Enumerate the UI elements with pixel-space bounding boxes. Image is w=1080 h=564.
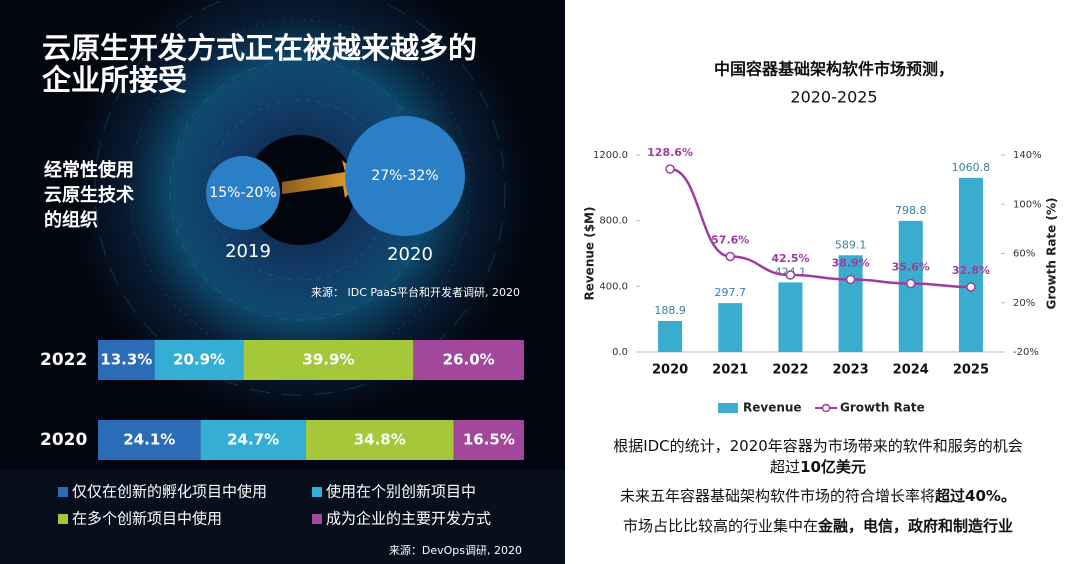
x-tick-label: 2022 bbox=[772, 363, 808, 378]
legend-swatch bbox=[312, 487, 322, 497]
bubble bbox=[206, 156, 280, 230]
line-value-label: 38.9% bbox=[831, 256, 869, 269]
legend-label: 使用在个别创新项目中 bbox=[326, 483, 476, 501]
y-axis-label: Revenue ($M) bbox=[583, 206, 597, 300]
legend-label: 在多个创新项目中使用 bbox=[72, 510, 222, 528]
y-tick-label: 1200.0 bbox=[593, 150, 628, 161]
bar-segment bbox=[453, 420, 524, 460]
bar-segment bbox=[305, 420, 454, 460]
x-tick-label: 2021 bbox=[712, 363, 748, 378]
bubble-label: 27%-32% bbox=[371, 168, 438, 184]
line-point bbox=[906, 278, 916, 289]
subtitle: 经常性使用 bbox=[44, 159, 134, 181]
legend-label: 成为企业的主要开发方式 bbox=[326, 510, 491, 528]
arrow bbox=[282, 160, 362, 198]
bar-segment bbox=[98, 420, 201, 460]
bar-value-label: 798.8 bbox=[895, 204, 927, 217]
note-line: 未来五年容器基础架构软件市场的符合增长率将超过40%。 bbox=[620, 487, 1016, 505]
note-segment: 10亿美元 bbox=[800, 458, 866, 476]
row-label: 2022 bbox=[40, 350, 87, 370]
line-point bbox=[966, 282, 976, 292]
line-value-label: 32.8% bbox=[952, 264, 990, 277]
x-tick-label: 2025 bbox=[953, 363, 989, 378]
note-segment: 根据IDC的统计，2020年容器为市场带来的软件和服务的机会 bbox=[613, 437, 1023, 455]
bar-value-label: 188.9 bbox=[654, 304, 686, 317]
bar bbox=[838, 255, 863, 352]
y-tick-label: 400.0 bbox=[599, 281, 628, 292]
value-label: 39.9% bbox=[302, 351, 354, 369]
chart-title: 中国容器基础架构软件市场预测， bbox=[714, 60, 954, 79]
bar-segment bbox=[98, 340, 155, 380]
legend-label: Revenue bbox=[743, 401, 802, 415]
value-label: 16.5% bbox=[463, 431, 515, 449]
subtitle: 云原生技术 bbox=[44, 184, 134, 206]
bubble-label: 15%-20% bbox=[209, 185, 276, 201]
note-segment: 未来五年容器基础架构软件市场的符合增长率将 bbox=[620, 487, 935, 505]
value-label: 26.0% bbox=[443, 351, 495, 369]
source: 来源：DevOps调研, 2020 bbox=[389, 543, 522, 557]
x-tick-label: 2024 bbox=[893, 363, 929, 378]
line-point bbox=[845, 274, 856, 285]
bar-value-label: 1060.8 bbox=[952, 161, 991, 174]
bar-value-label: 297.7 bbox=[715, 286, 747, 299]
bubble-year: 2019 bbox=[225, 241, 271, 262]
line-value-label: 128.6% bbox=[647, 146, 693, 159]
legend-swatch bbox=[718, 403, 738, 413]
bubble bbox=[345, 116, 465, 236]
y2-tick-label: 20% bbox=[1013, 298, 1035, 309]
bar-segment bbox=[243, 340, 414, 380]
y2-tick-label: 100% bbox=[1013, 199, 1042, 210]
note-segment: 金融，电信，政府和制造行业 bbox=[817, 517, 1013, 535]
legend-swatch bbox=[58, 487, 68, 497]
note-line: 超过10亿美元 bbox=[770, 458, 866, 476]
bar-value-label: 589.1 bbox=[835, 238, 867, 251]
x-tick-label: 2020 bbox=[652, 363, 688, 378]
bar-segment bbox=[200, 420, 306, 460]
line-point bbox=[785, 270, 796, 280]
y2-tick-label: 140% bbox=[1013, 150, 1042, 161]
y-tick-label: 0.0 bbox=[612, 347, 628, 358]
bar bbox=[658, 320, 683, 352]
y2-tick-label: -20% bbox=[1013, 347, 1039, 358]
line-value-label: 57.6% bbox=[711, 233, 749, 246]
y-tick-label: 800.0 bbox=[599, 216, 628, 227]
slide-title: 云原生开发方式正在被越来越多的 bbox=[42, 31, 477, 65]
row-label: 2020 bbox=[40, 430, 87, 450]
line-value-label: 35.6% bbox=[892, 261, 930, 274]
bar-segment bbox=[154, 340, 244, 380]
bar-segment bbox=[413, 340, 524, 380]
legend-swatch bbox=[58, 514, 68, 524]
line-point bbox=[665, 164, 675, 174]
value-label: 13.3% bbox=[100, 351, 152, 369]
legend-label: Growth Rate bbox=[840, 401, 925, 415]
bubble-year: 2020 bbox=[387, 244, 433, 265]
floor bbox=[0, 470, 565, 564]
line-point bbox=[725, 251, 735, 262]
line-value-label: 42.5% bbox=[771, 252, 809, 265]
source: 来源： IDC PaaS平台和开发者调研, 2020 bbox=[311, 285, 520, 299]
note-line: 市场占比比较高的行业集中在金融，电信，政府和制造行业 bbox=[623, 517, 1013, 535]
note-segment: 超过40%。 bbox=[934, 487, 1016, 505]
legend-label: 仅仅在创新的孵化项目中使用 bbox=[72, 483, 267, 501]
note-segment: 超过 bbox=[770, 458, 800, 476]
legend-swatch bbox=[821, 403, 831, 413]
bar bbox=[778, 282, 803, 352]
slide-title: 企业所接受 bbox=[42, 63, 187, 97]
legend-swatch bbox=[312, 514, 322, 524]
bar bbox=[958, 177, 983, 352]
bar bbox=[718, 303, 743, 352]
x-tick-label: 2023 bbox=[832, 363, 868, 378]
value-label: 20.9% bbox=[173, 351, 225, 369]
note-segment: 市场占比比较高的行业集中在 bbox=[623, 517, 818, 535]
subtitle: 的组织 bbox=[44, 209, 98, 231]
value-label: 24.1% bbox=[123, 431, 175, 449]
y2-axis-label: Growth Rate (%) bbox=[1045, 198, 1059, 310]
chart-title: 2020-2025 bbox=[790, 88, 877, 107]
note-line: 根据IDC的统计，2020年容器为市场带来的软件和服务的机会 bbox=[613, 437, 1023, 455]
value-label: 24.7% bbox=[227, 431, 279, 449]
value-label: 34.8% bbox=[354, 431, 406, 449]
y2-tick-label: 60% bbox=[1013, 249, 1035, 260]
